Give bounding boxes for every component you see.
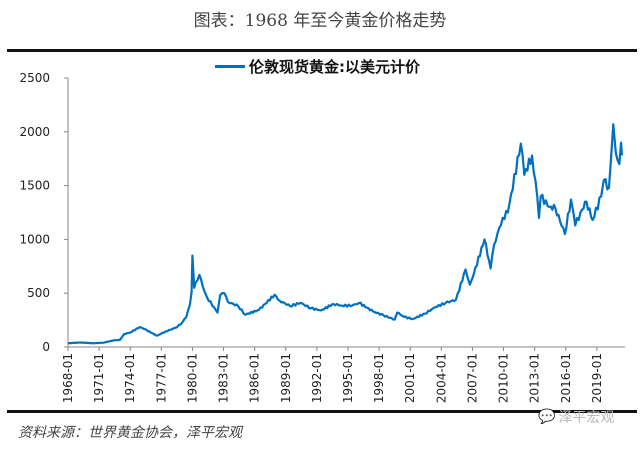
x-tick-label: 1974-01 — [123, 353, 137, 403]
legend-label: 伦敦现货黄金:以美元计价 — [249, 58, 420, 76]
x-tick-label: 1971-01 — [92, 353, 106, 403]
y-tick-label: 2500 — [19, 71, 50, 85]
y-tick-label: 2000 — [19, 125, 50, 139]
legend-swatch — [215, 65, 245, 68]
x-tick-label: 2019-01 — [590, 353, 604, 403]
y-tick-label: 1000 — [19, 232, 50, 246]
x-tick-label: 1995-01 — [341, 353, 355, 403]
x-tick-label: 2013-01 — [528, 353, 542, 403]
watermark-text: 泽平宏观 — [558, 410, 615, 426]
x-tick-label: 1977-01 — [154, 353, 168, 403]
y-tick-label: 1500 — [19, 179, 50, 193]
legend: 伦敦现货黄金:以美元计价 — [215, 56, 420, 77]
x-tick-label: 2016-01 — [559, 353, 573, 403]
source-note: 资料来源：世界黄金协会，泽平宏观 — [18, 425, 242, 441]
x-tick-label: 1986-01 — [248, 353, 262, 403]
x-tick-label: 1968-01 — [61, 353, 75, 403]
x-tick-label: 1983-01 — [217, 353, 231, 403]
x-tick-label: 1992-01 — [310, 353, 324, 403]
x-tick-label: 1998-01 — [372, 353, 386, 403]
y-tick-label: 0 — [42, 340, 50, 354]
x-tick-label: 2001-01 — [403, 353, 417, 403]
gold-price-line — [67, 123, 624, 345]
top-rule — [7, 49, 637, 52]
wechat-icon: 💬 — [538, 409, 556, 425]
watermark: 💬 泽平宏观 — [538, 407, 614, 427]
bottom-rule — [7, 410, 637, 413]
chart-title: 图表：1968 年至今黄金价格走势 — [193, 11, 447, 31]
y-tick-label: 500 — [27, 286, 50, 300]
x-tick-label: 2007-01 — [465, 353, 479, 403]
x-tick-label: 1989-01 — [279, 353, 293, 403]
x-tick-label: 1980-01 — [185, 353, 199, 403]
x-tick-label: 2004-01 — [434, 353, 448, 403]
x-tick-label: 2010-01 — [497, 353, 511, 403]
